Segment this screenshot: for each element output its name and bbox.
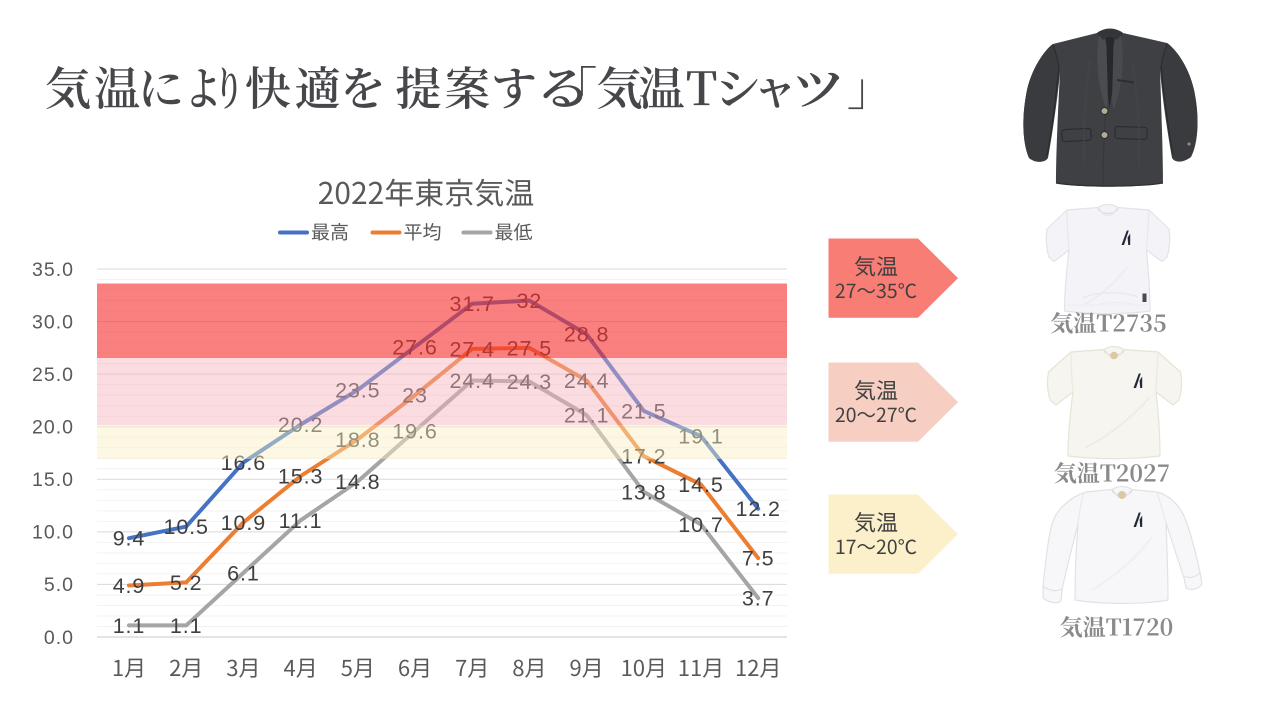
svg-text:1.1: 1.1	[113, 614, 146, 638]
svg-text:21.5: 21.5	[621, 399, 666, 423]
svg-text:5.2: 5.2	[170, 571, 203, 595]
svg-text:24.3: 24.3	[507, 370, 552, 394]
svg-text:10.5: 10.5	[163, 515, 208, 539]
svg-text:25.0: 25.0	[32, 364, 74, 386]
svg-text:35.0: 35.0	[32, 259, 74, 281]
svg-text:23: 23	[402, 384, 428, 408]
svg-text:20.0: 20.0	[32, 417, 74, 439]
svg-text:19.6: 19.6	[392, 419, 437, 443]
svg-text:16.6: 16.6	[221, 451, 266, 475]
svg-text:24.4: 24.4	[564, 369, 609, 393]
svg-text:13.8: 13.8	[621, 480, 666, 504]
svg-text:12.2: 12.2	[735, 497, 780, 521]
svg-text:15.0: 15.0	[32, 469, 74, 491]
svg-text:7.5: 7.5	[742, 547, 775, 571]
svg-text:17.2: 17.2	[621, 445, 666, 469]
svg-text:1.1: 1.1	[170, 614, 203, 638]
svg-text:5.0: 5.0	[44, 574, 74, 596]
svg-text:14.8: 14.8	[335, 470, 380, 494]
svg-text:6.1: 6.1	[227, 561, 260, 585]
svg-text:4.9: 4.9	[113, 574, 146, 598]
svg-text:10.7: 10.7	[678, 513, 723, 537]
svg-text:20.2: 20.2	[278, 413, 323, 437]
svg-text:30.0: 30.0	[32, 311, 74, 333]
svg-text:3.7: 3.7	[742, 587, 775, 611]
svg-text:24.4: 24.4	[449, 369, 494, 393]
svg-text:10.0: 10.0	[32, 522, 74, 544]
svg-text:21.1: 21.1	[564, 404, 609, 428]
svg-text:18.8: 18.8	[335, 428, 380, 452]
svg-text:0.0: 0.0	[44, 627, 74, 649]
svg-text:19.1: 19.1	[678, 425, 723, 449]
svg-text:9.4: 9.4	[113, 527, 146, 551]
svg-text:23.5: 23.5	[335, 378, 380, 402]
svg-text:14.5: 14.5	[678, 473, 723, 497]
svg-text:11.1: 11.1	[279, 509, 323, 533]
svg-text:10.9: 10.9	[221, 511, 266, 535]
svg-text:15.3: 15.3	[278, 465, 323, 489]
